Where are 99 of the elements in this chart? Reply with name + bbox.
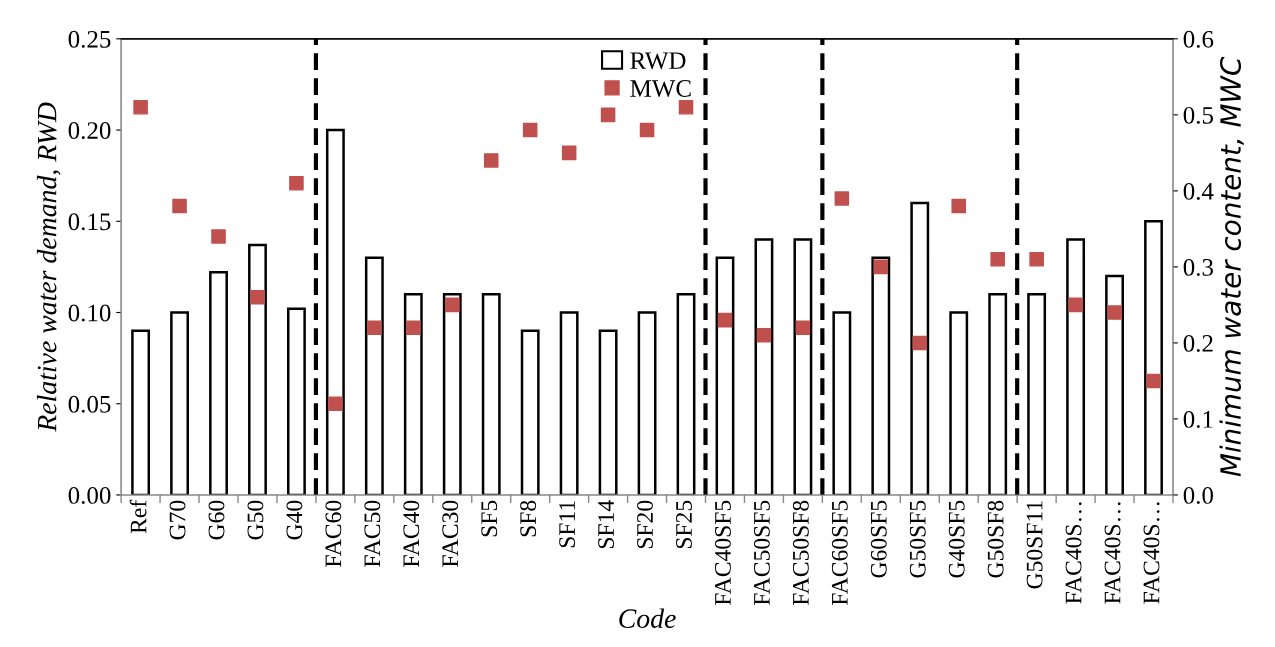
y2-tick-label: 0.6 — [1183, 30, 1214, 48]
bar — [442, 293, 462, 495]
y-axis-title: Relative water demand, RWD — [36, 102, 61, 432]
x-tick-label: G50 — [247, 500, 264, 540]
bar — [481, 293, 501, 495]
bar — [910, 201, 930, 495]
point — [172, 198, 187, 214]
x-tick-label: FAC50SF8 — [792, 500, 809, 605]
bar — [637, 311, 657, 495]
bar — [988, 293, 1008, 495]
x-tick-label: G60SF5 — [870, 500, 887, 578]
x-tick-label: FAC40S… — [1065, 502, 1082, 604]
bar — [949, 311, 969, 495]
bar — [559, 311, 579, 495]
point — [1029, 252, 1044, 267]
y2-axis-title: Minimum water content, MWC — [1219, 56, 1244, 477]
x-tick-label: Ref — [129, 499, 147, 534]
x-tick-label: SF25 — [676, 500, 692, 549]
bar — [403, 293, 423, 495]
x-tick-label: FAC60SF5 — [831, 500, 848, 605]
point — [834, 191, 850, 206]
bar — [364, 256, 384, 495]
bar — [520, 329, 540, 495]
x-tick-label: FAC30 — [442, 500, 459, 567]
x-tick-label: G60 — [208, 500, 225, 540]
point — [951, 198, 967, 214]
point — [678, 99, 694, 115]
y2-tick-label: 0.5 — [1183, 106, 1213, 124]
x-tick-label: SF5 — [481, 500, 498, 537]
x-tick-label: FAC40SF5 — [714, 500, 731, 605]
x-tick-label: FAC40S… — [1104, 502, 1121, 604]
point — [639, 122, 655, 138]
x-tick-label: FAC50 — [364, 500, 381, 567]
bar — [676, 293, 696, 495]
x-tick-label: FAC50SF5 — [753, 500, 770, 605]
bar — [1105, 274, 1124, 495]
point — [250, 290, 265, 305]
x-tick-label: SF14 — [598, 500, 615, 549]
x-tick-label: G50SF11 — [1026, 501, 1043, 589]
bar — [871, 256, 891, 495]
legend-label: MWC — [630, 80, 691, 98]
legend-label: RWD — [630, 52, 686, 70]
x-tick-label: SF8 — [520, 500, 537, 537]
y2-tick-label: 0.3 — [1183, 258, 1213, 276]
bar — [248, 243, 267, 495]
y-tick-label: 0.05 — [68, 395, 111, 413]
bar — [754, 238, 774, 495]
point — [133, 99, 148, 115]
bar — [1144, 220, 1163, 495]
y-tick-label: 0.25 — [68, 30, 111, 48]
y-tick-label: 0.15 — [68, 213, 111, 231]
x-tick-label: FAC40 — [403, 500, 420, 567]
y2-tick-label: 0.1 — [1183, 410, 1213, 428]
bar — [287, 307, 306, 495]
point — [1068, 297, 1083, 313]
bar — [1066, 238, 1086, 495]
point — [522, 122, 538, 138]
bar — [325, 128, 345, 495]
y-tick-label: 0.20 — [68, 122, 111, 140]
bar — [170, 311, 189, 495]
y2-tick-label: 0.4 — [1183, 182, 1214, 200]
point — [990, 252, 1005, 267]
point — [600, 107, 616, 123]
point — [483, 153, 499, 168]
x-tick-label: G50SF5 — [909, 500, 926, 578]
bar — [209, 271, 228, 495]
bar — [832, 311, 852, 495]
x-axis-title: Code — [619, 608, 676, 629]
x-tick-label: SF20 — [637, 500, 653, 549]
y2-tick-label: 0.0 — [1183, 487, 1214, 504]
point — [444, 297, 460, 313]
bar — [598, 329, 618, 495]
point — [1146, 373, 1161, 389]
point — [328, 396, 343, 412]
x-tick-label: SF11 — [559, 501, 576, 548]
bar — [793, 238, 813, 495]
point — [406, 320, 421, 335]
x-tick-label: FAC60 — [325, 500, 342, 567]
point — [1107, 305, 1122, 320]
point — [289, 175, 304, 191]
bar — [715, 256, 735, 495]
point — [756, 328, 772, 343]
y-tick-label: 0.00 — [68, 487, 111, 504]
x-tick-label: FAC40S… — [1143, 502, 1160, 604]
x-tick-label: G40SF5 — [948, 500, 965, 578]
x-tick-label: G50SF8 — [987, 500, 1004, 578]
point — [912, 335, 928, 351]
point — [873, 259, 889, 275]
point — [367, 320, 382, 335]
y-tick-label: 0.10 — [68, 304, 111, 322]
y2-tick-label: 0.2 — [1183, 334, 1213, 352]
bar — [1027, 293, 1047, 495]
point — [561, 145, 577, 161]
x-tick-label: G40 — [286, 500, 303, 540]
point — [717, 312, 733, 328]
bar — [131, 329, 151, 495]
point — [795, 320, 811, 335]
x-tick-label: G70 — [169, 500, 186, 540]
point — [211, 229, 226, 244]
